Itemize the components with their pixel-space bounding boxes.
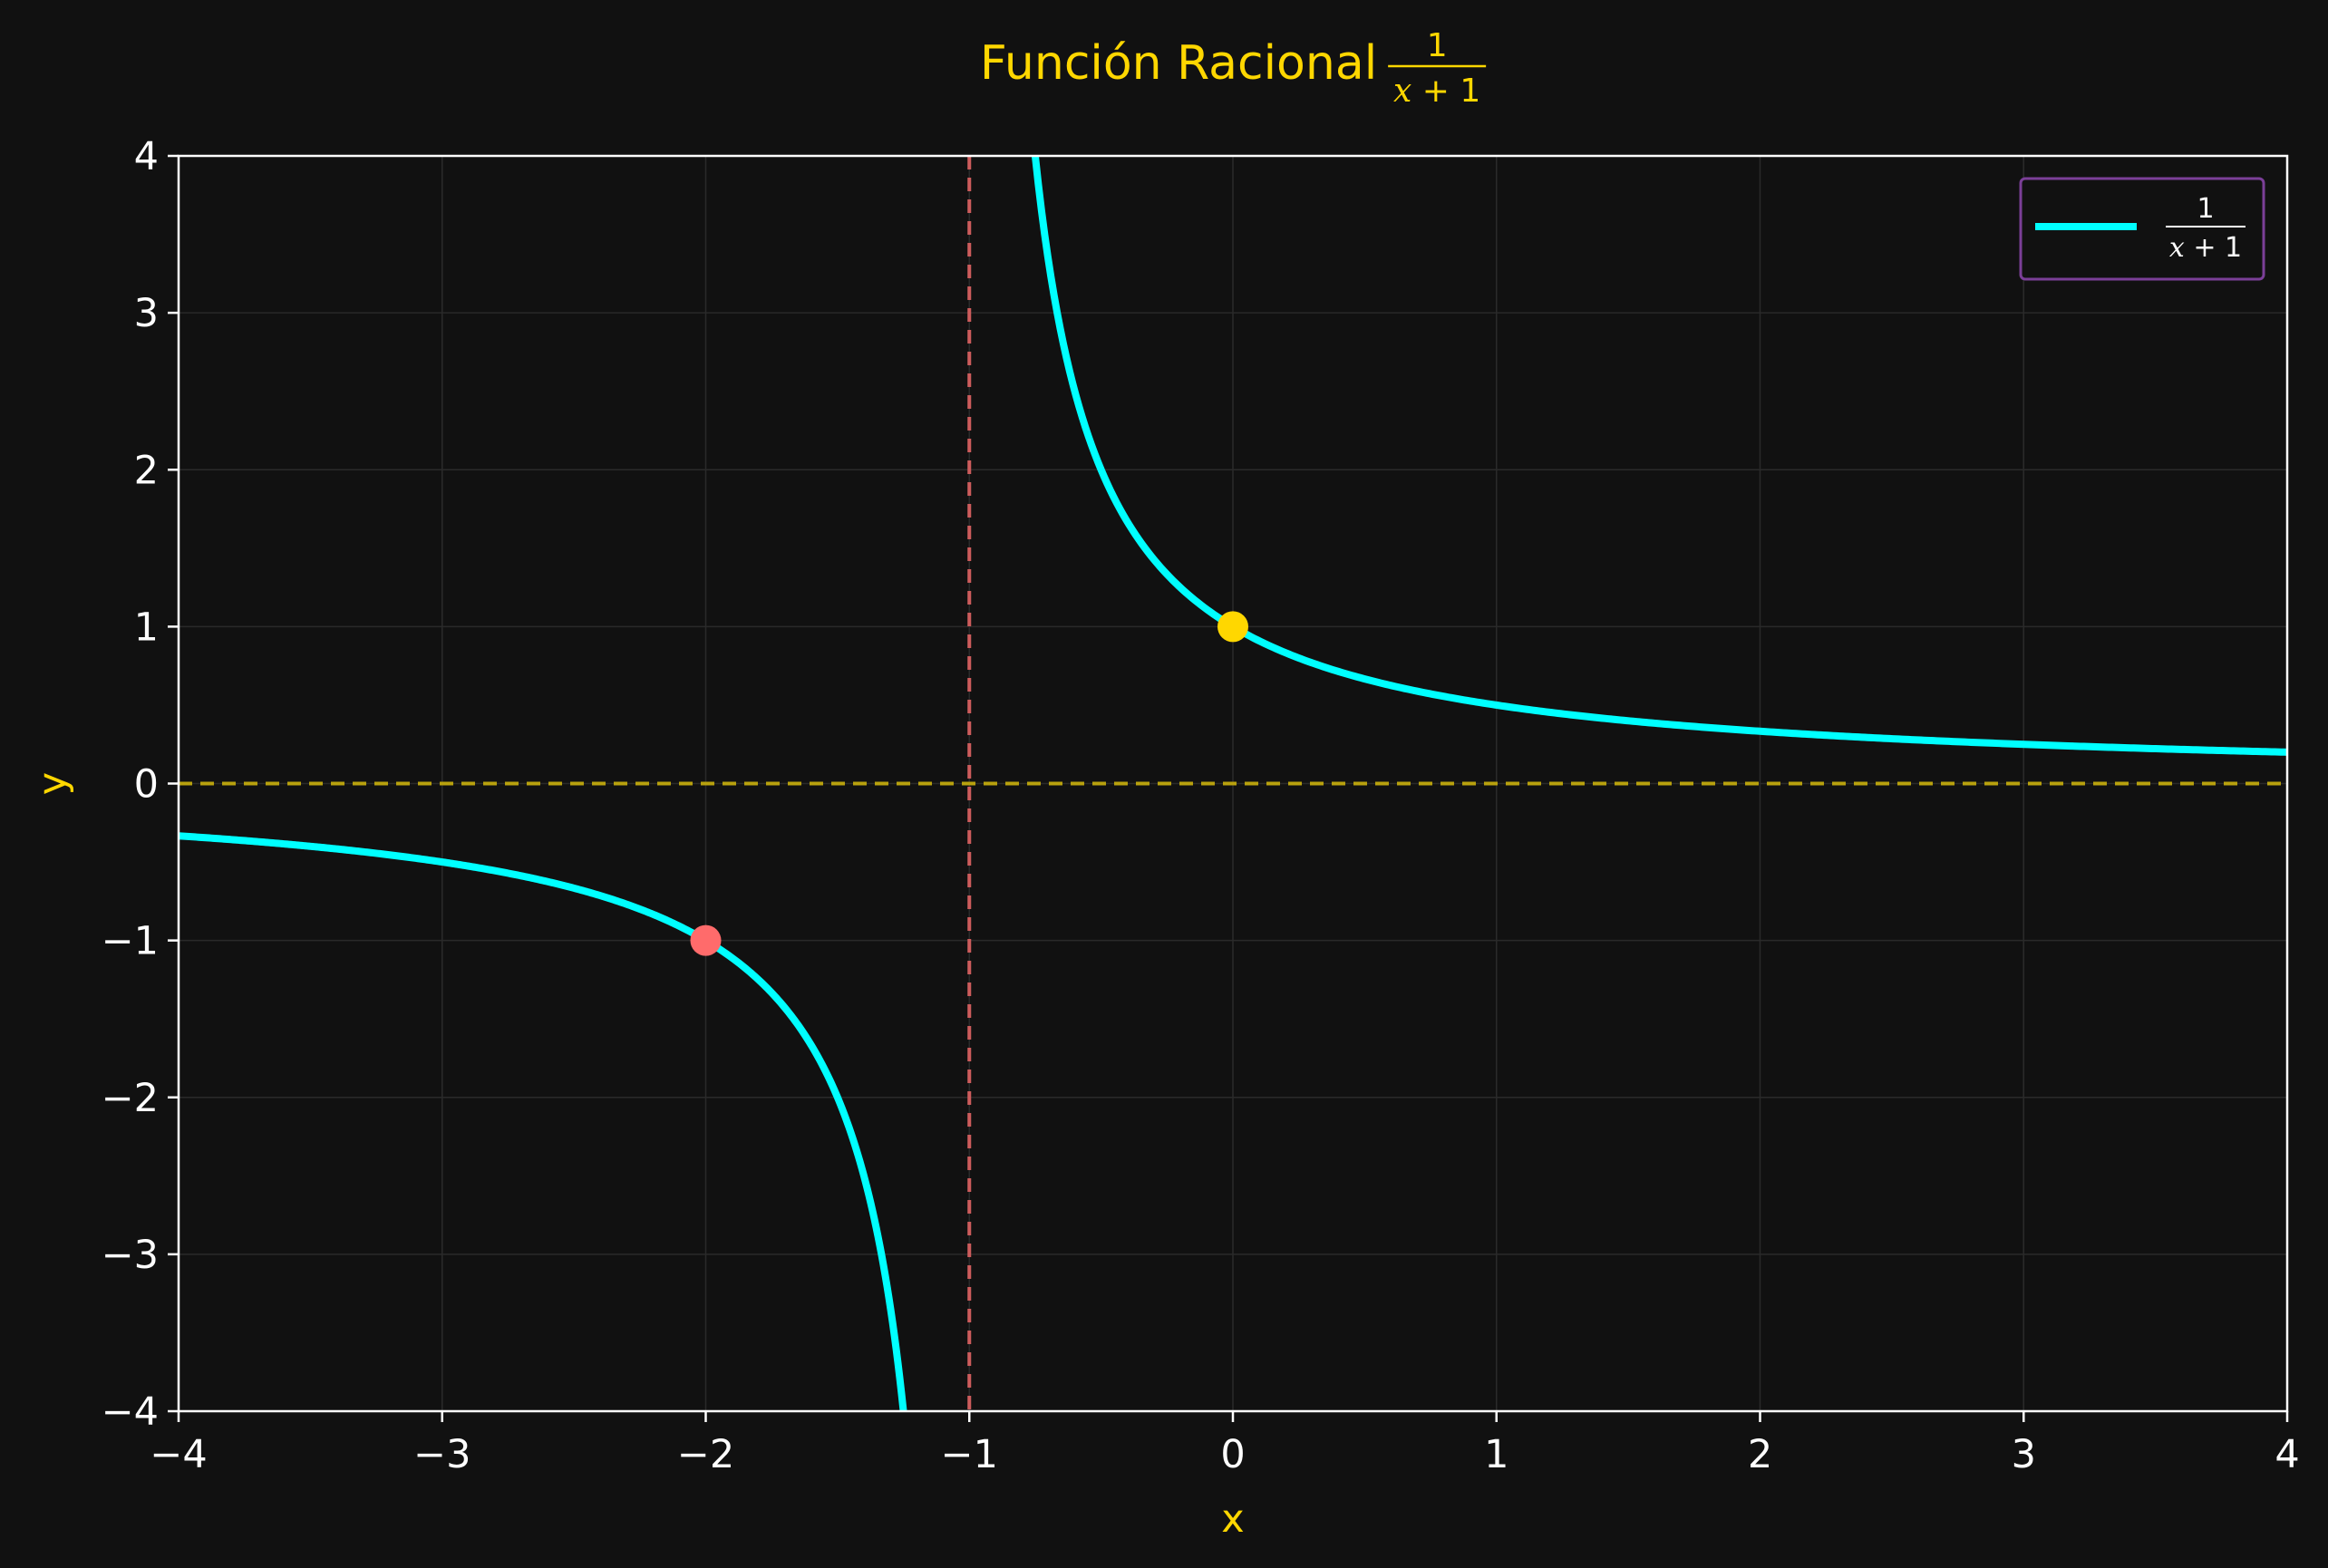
title-fraction: 1 x + 1 — [1388, 27, 1487, 110]
y-axis-label: y — [30, 772, 75, 795]
x-axis-label: x — [1221, 1496, 1244, 1542]
x-tick-label: 1 — [1484, 1432, 1508, 1477]
legend-box — [2019, 177, 2265, 281]
highlight-point — [690, 924, 722, 956]
title-fraction-numerator: 1 — [1427, 27, 1448, 64]
chart-title-text: Función Racional — [980, 36, 1377, 91]
y-tick-label: 0 — [134, 762, 159, 808]
legend: 1 x + 1 — [2019, 177, 2265, 281]
x-tick-label: 2 — [1748, 1432, 1772, 1477]
series-curve-branch-1 — [179, 832, 907, 1411]
y-tick-label: −3 — [102, 1233, 159, 1278]
x-axis-ticks: −4 −3 −2 −1 0 1 2 3 4 — [150, 1411, 2300, 1477]
x-tick-label: −3 — [413, 1432, 470, 1477]
chart-title: Función Racional 1 x + 1 — [980, 27, 1487, 110]
x-tick-label: −2 — [677, 1432, 734, 1477]
x-tick-label: 0 — [1220, 1432, 1245, 1477]
y-tick-label: 3 — [134, 291, 159, 336]
y-tick-label: −1 — [102, 919, 159, 964]
x-tick-label: 4 — [2275, 1432, 2299, 1477]
y-tick-label: 2 — [134, 448, 159, 493]
y-tick-label: −2 — [102, 1076, 159, 1121]
y-axis-ticks: −4 −3 −2 −1 0 1 2 3 4 — [102, 134, 179, 1435]
x-tick-label: 3 — [2012, 1432, 2036, 1477]
y-tick-label: −4 — [102, 1389, 159, 1435]
asymptotes — [179, 156, 2287, 1411]
y-tick-label: 4 — [134, 134, 159, 179]
highlight-point — [1217, 611, 1248, 643]
y-tick-label: 1 — [134, 605, 159, 650]
legend-label-denominator: x + 1 — [2169, 232, 2242, 264]
x-tick-label: −1 — [941, 1432, 998, 1477]
title-fraction-denominator: x + 1 — [1393, 73, 1480, 110]
x-tick-label: −4 — [150, 1432, 207, 1477]
legend-label-numerator: 1 — [2197, 193, 2214, 225]
highlight-points — [690, 611, 1248, 956]
